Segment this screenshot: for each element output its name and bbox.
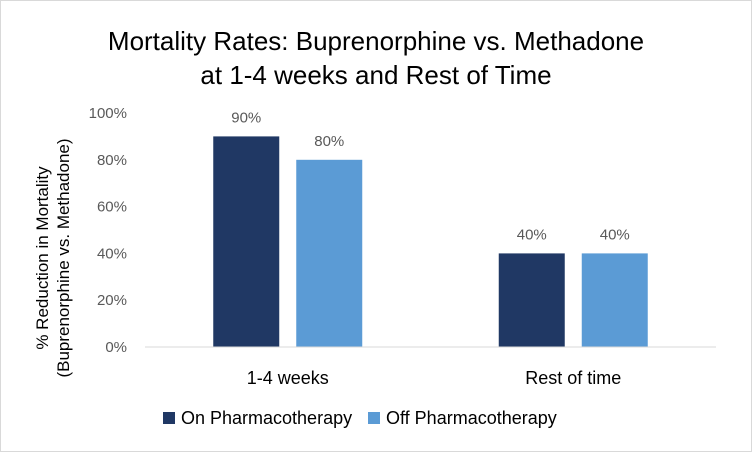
data-label: 40% xyxy=(517,226,547,243)
bar-on-pharmacotherapy xyxy=(213,136,280,347)
x-category-label: 1-4 weeks xyxy=(247,368,329,388)
y-tick-label: 40% xyxy=(97,245,127,262)
legend-label: On Pharmacotherapy xyxy=(181,408,352,428)
data-labels: 90% 80% 40% 40% xyxy=(231,109,630,243)
bar-off-pharmacotherapy xyxy=(581,253,648,347)
bar-off-pharmacotherapy xyxy=(296,159,363,347)
legend-label: Off Pharmacotherapy xyxy=(386,408,557,428)
y-axis-title: % Reduction in Mortality (Buprenorphine … xyxy=(33,138,73,377)
y-tick-label: 100% xyxy=(89,105,127,122)
y-axis-ticks: 0% 20% 40% 60% 80% 100% xyxy=(89,105,127,356)
bar-on-pharmacotherapy xyxy=(498,253,565,347)
chart-title-line-1: Mortality Rates: Buprenorphine vs. Metha… xyxy=(108,26,644,56)
y-tick-label: 0% xyxy=(105,339,127,356)
legend: On Pharmacotherapy Off Pharmacotherapy xyxy=(163,408,557,428)
chart-title-line-2: at 1-4 weeks and Rest of Time xyxy=(200,60,551,90)
x-category-label: Rest of time xyxy=(525,368,621,388)
data-label: 90% xyxy=(231,109,261,126)
y-axis-title-line-1: % Reduction in Mortality xyxy=(33,166,52,350)
y-axis-title-line-2: (Buprenorphine vs. Methadone) xyxy=(54,138,73,377)
data-label: 40% xyxy=(600,226,630,243)
y-tick-label: 60% xyxy=(97,199,127,216)
legend-swatch xyxy=(368,412,380,424)
data-label: 80% xyxy=(314,133,344,150)
legend-swatch xyxy=(163,412,175,424)
bars xyxy=(213,136,648,347)
y-tick-label: 20% xyxy=(97,292,127,309)
y-tick-label: 80% xyxy=(97,152,127,169)
category-labels: 1-4 weeks Rest of time xyxy=(247,368,622,388)
